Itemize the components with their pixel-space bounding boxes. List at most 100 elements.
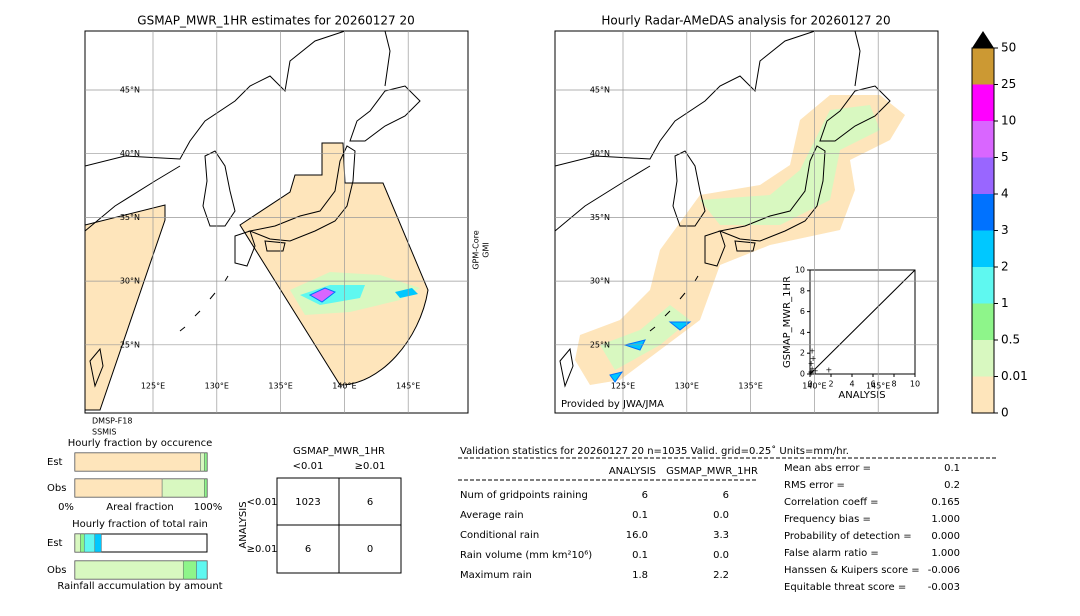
x-axis-label: ANALYSIS <box>838 390 885 401</box>
bar-segment <box>200 452 205 472</box>
row-label: Est <box>47 538 63 549</box>
lat-label: 30°N <box>590 277 610 286</box>
bar-segment <box>204 452 208 472</box>
colorbar-label: 5 <box>1001 150 1009 164</box>
bar-segment <box>161 478 205 498</box>
table-cell: 6 <box>367 497 373 508</box>
stat-value: 0.0 <box>713 510 729 521</box>
colorbar-segment <box>972 340 994 377</box>
score-label: Hanssen & Kuipers score = <box>784 565 920 576</box>
point: + <box>808 359 815 368</box>
row-label: Obs <box>47 483 66 494</box>
bar-segment <box>74 478 163 498</box>
panel-title: Hourly fraction by occurence <box>68 438 212 449</box>
score-value: -0.006 <box>928 565 960 576</box>
score-label: Probability of detection = <box>784 531 912 542</box>
stat-label: Average rain <box>460 510 524 521</box>
validation-header: Validation statistics for 20260127 20 n=… <box>460 445 849 457</box>
colorbar-label: 4 <box>1001 187 1009 201</box>
bar-segment <box>74 533 81 553</box>
row-label: Est <box>47 457 63 468</box>
stat-value: 0.1 <box>632 510 648 521</box>
score-value: 1.000 <box>931 514 960 525</box>
sensor-label: GMI <box>482 242 491 257</box>
x-tick-label: 4 <box>849 380 854 389</box>
lon-label: 130°E <box>205 382 229 391</box>
y-tick-label: 4 <box>800 328 805 337</box>
x-tick-label: 6 <box>870 380 875 389</box>
bar-segment <box>74 560 184 580</box>
map-title: Hourly Radar-AMeDAS analysis for 2026012… <box>601 14 890 28</box>
colorbar-extend <box>972 31 994 48</box>
colorbar-segment <box>972 230 994 267</box>
lon-label: 125°E <box>141 382 165 391</box>
lat-label: 25°N <box>120 340 140 349</box>
map-frame <box>554 30 939 414</box>
colorbar-segment <box>972 376 994 413</box>
map-title: GSMAP_MWR_1HR estimates for 20260127 20 <box>137 14 414 28</box>
row-header: ≥0.01 <box>247 544 278 555</box>
point: + <box>809 347 816 356</box>
score-value: 0.2 <box>944 480 960 491</box>
point: + <box>810 354 817 363</box>
rain-area <box>308 287 337 303</box>
stat-label: Rain volume (mm km²10⁶) <box>460 550 592 561</box>
bar-segment <box>196 560 208 580</box>
table-title: GSMAP_MWR_1HR <box>293 446 385 457</box>
bar-segment <box>74 452 201 472</box>
y-tick-label: 2 <box>800 349 805 358</box>
bar-segment <box>94 533 102 553</box>
axis-label: Areal fraction <box>106 502 173 513</box>
bar-segment <box>204 478 208 498</box>
point: + <box>808 368 815 377</box>
y-tick-label: 8 <box>800 286 805 295</box>
colorbar-label: 3 <box>1001 223 1009 237</box>
colorbar-segment <box>972 303 994 340</box>
colorbar-label: 0.5 <box>1001 333 1020 347</box>
lat-label: 35°N <box>590 213 610 222</box>
stat-value: 16.0 <box>626 530 648 541</box>
lon-label: 140°E <box>802 382 826 391</box>
lon-label: 140°E <box>332 382 356 391</box>
row-title: ANALYSIS <box>238 501 249 548</box>
map-frame <box>84 30 469 414</box>
y-tick-label: 0 <box>800 370 805 379</box>
point: + <box>808 367 815 376</box>
stat-value: 2.2 <box>713 570 729 581</box>
colorbar-segment <box>972 121 994 158</box>
row-header: <0.01 <box>247 497 278 508</box>
rain-area <box>600 305 690 370</box>
stat-value: 6 <box>642 490 648 501</box>
bar-segment <box>182 560 197 580</box>
colorbar-label: 0 <box>1001 406 1009 420</box>
score-label: False alarm ratio = <box>784 548 879 559</box>
lat-label: 30°N <box>120 277 140 286</box>
axis-label: 0% <box>58 502 74 513</box>
y-axis-label: GSMAP_MWR_1HR <box>782 276 793 368</box>
stat-label: Maximum rain <box>460 570 532 581</box>
lon-label: 135°E <box>738 382 762 391</box>
point: + <box>826 365 833 374</box>
stat-label: Conditional rain <box>460 530 539 541</box>
colorbar-segment <box>972 157 994 194</box>
colorbar-label: 1 <box>1001 296 1009 310</box>
col-header: ≥0.01 <box>355 461 386 472</box>
left-map-layer <box>85 31 429 411</box>
swath <box>85 204 166 411</box>
panel-footer: Rainfall accumulation by amount <box>57 581 222 592</box>
y-tick-label: 6 <box>800 307 805 316</box>
x-tick-label: 10 <box>910 380 920 389</box>
lon-label: 145°E <box>866 382 890 391</box>
row-label: Obs <box>47 565 66 576</box>
stat-value: 0.1 <box>632 550 648 561</box>
score-label: Correlation coeff = <box>784 497 879 508</box>
lon-label: 145°E <box>396 382 420 391</box>
point: + <box>809 364 816 373</box>
y-tick-label: 10 <box>795 266 805 275</box>
axis-label: 100% <box>194 502 223 513</box>
right-map-layer <box>555 31 905 387</box>
point: + <box>812 366 819 375</box>
sensor-label: DMSP-F18 <box>92 417 132 426</box>
swath <box>239 142 429 386</box>
